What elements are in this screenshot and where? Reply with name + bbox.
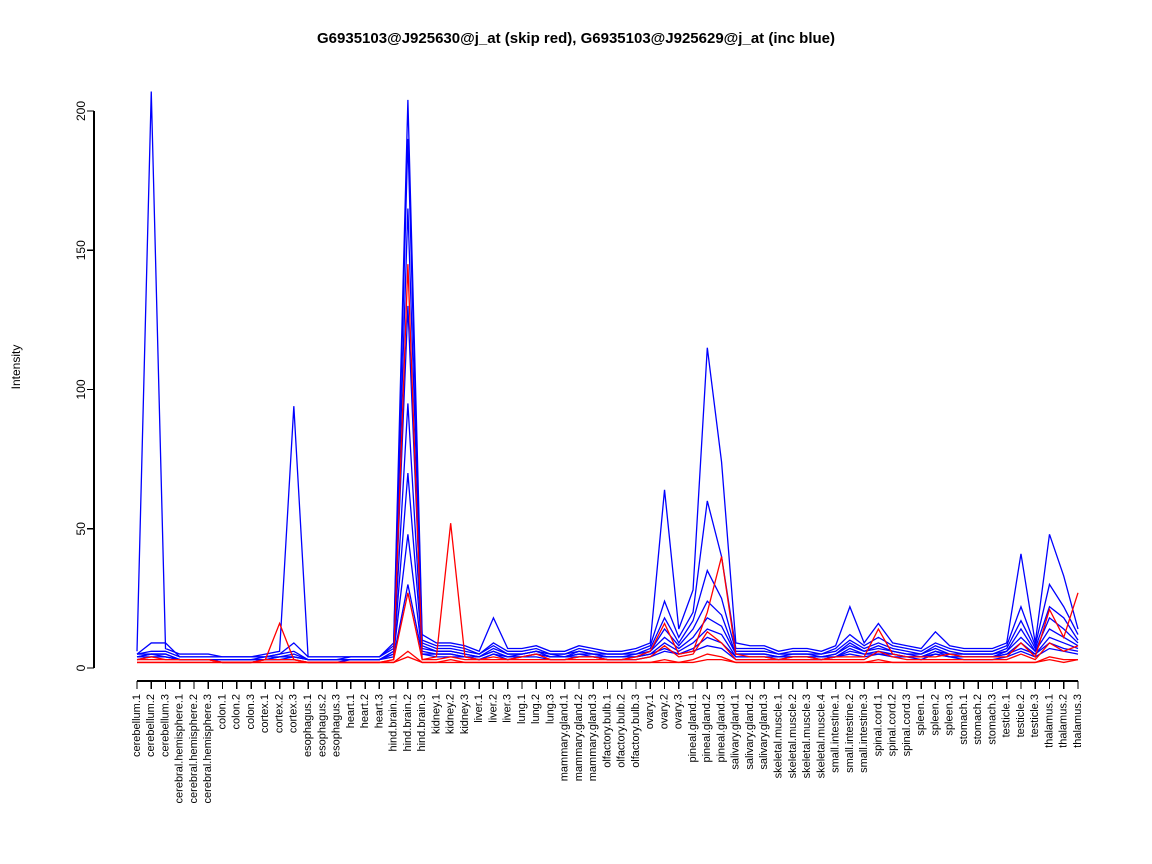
series-line-inc (136, 472, 1079, 661)
x-tick-label: hind.brain.2 (402, 694, 414, 752)
series-line-inc (137, 534, 1079, 661)
x-tick-label: kidney.1 (430, 694, 442, 734)
series-line-inc (137, 305, 1079, 661)
y-tick-label: 150 (74, 240, 88, 260)
series-line-skip (137, 592, 1079, 664)
x-tick-label: kidney.2 (445, 694, 457, 734)
x-tick-label: spleen.3 (944, 694, 956, 736)
x-tick-label: salivary.gland.2 (744, 694, 756, 770)
x-tick-label: pineal.gland.2 (701, 694, 713, 763)
x-tick-label: skeletal.muscle.3 (801, 694, 813, 778)
x-tick-label: spinal.cord.2 (887, 694, 899, 756)
x-axis (136, 680, 1079, 689)
x-tick-label: liver.2 (487, 694, 499, 723)
x-tick-label: ovary.2 (658, 694, 670, 729)
x-tick-label: kidney.3 (459, 694, 471, 734)
x-tick-label: testicle.2 (1015, 694, 1027, 737)
x-tick-label: salivary.gland.3 (758, 694, 770, 770)
x-tick-label: cerebellum.2 (145, 694, 157, 757)
x-tick-label: cortex.2 (273, 694, 285, 733)
x-tick-label: skeletal.muscle.4 (815, 694, 827, 778)
x-tick-label: stomach.1 (958, 694, 970, 745)
x-tick-label: heart.1 (345, 694, 357, 728)
x-tick-label: lung.2 (530, 694, 542, 724)
x-tick-label: thalamus.1 (1043, 694, 1055, 748)
page-title: G6935103@J925630@j_at (skip red), G69351… (317, 30, 835, 47)
x-tick-label: mammary.gland.2 (573, 694, 585, 781)
x-tick-label: cortex.1 (259, 694, 271, 733)
x-tick-label: spleen.1 (915, 694, 927, 736)
x-tick-label: cerebral.hemisphere.3 (202, 694, 214, 803)
x-tick-label: liver.1 (473, 694, 485, 723)
x-tick-label: hind.brain.3 (416, 694, 428, 752)
x-tick-label: spleen.2 (929, 694, 941, 736)
x-tick-label: olfactory.bulb.1 (601, 694, 613, 768)
x-tick-label: thalamus.3 (1072, 694, 1084, 748)
x-tick-label: esophagus.3 (331, 694, 343, 757)
x-tick-label: cerebral.hemisphere.2 (188, 694, 200, 803)
x-tick-label: heart.3 (373, 694, 385, 728)
x-tick-label: lung.1 (516, 694, 528, 724)
series-line-inc (136, 91, 1079, 658)
x-tick-label: mammary.gland.3 (587, 694, 599, 781)
x-tick-label: small.intestine.3 (858, 694, 870, 773)
x-tick-label: esophagus.1 (302, 694, 314, 757)
x-tick-label: testicle.3 (1029, 694, 1041, 737)
y-tick-label: 0 (74, 664, 88, 671)
x-tick-label: small.intestine.1 (830, 694, 842, 773)
x-tick-label: skeletal.muscle.1 (772, 694, 784, 778)
x-tick-label: colon.3 (245, 694, 257, 729)
x-tick-label: heart.2 (359, 694, 371, 728)
x-tick-label: cerebellum.1 (131, 694, 143, 757)
y-tick-label: 100 (74, 379, 88, 399)
x-tick-label: cerebral.hemisphere.1 (174, 694, 186, 803)
x-tick-label: ovary.1 (644, 694, 656, 729)
x-tick-label: skeletal.muscle.2 (787, 694, 799, 778)
x-tick-label: ovary.3 (673, 694, 685, 729)
x-tick-labels: cerebellum.1 cerebellum.2 cerebellum.3 cere… (131, 694, 1084, 803)
series-line-skip (137, 656, 1079, 664)
x-tick-label: testicle.1 (1001, 694, 1013, 737)
series-line-inc (136, 138, 1079, 658)
x-tick-label: liver.3 (502, 694, 514, 723)
x-tick-label: olfactory.bulb.2 (616, 694, 628, 768)
x-tick-label: esophagus.2 (316, 694, 328, 757)
x-tick-label: small.intestine.2 (844, 694, 856, 773)
x-tick-label: spinal.cord.1 (872, 694, 884, 756)
y-tick-label: 200 (74, 101, 88, 121)
series-line-skip (136, 264, 1079, 664)
x-tick-label: cerebellum.3 (159, 694, 171, 757)
x-tick-label: stomach.3 (986, 694, 998, 745)
x-tick-label: colon.2 (231, 694, 243, 729)
x-tick-label: salivary.gland.1 (730, 694, 742, 770)
x-tick-label: pineal.gland.1 (687, 694, 699, 763)
series-line-inc (136, 403, 1079, 661)
y-tick-label: 50 (74, 522, 88, 536)
y-axis: 0 50 100 150 200 (74, 101, 95, 671)
x-tick-label: lung.3 (544, 694, 556, 724)
x-tick-label: spinal.cord.3 (901, 694, 913, 756)
x-tick-label: cortex.3 (288, 694, 300, 733)
x-tick-label: hind.brain.1 (388, 694, 400, 752)
x-tick-label: olfactory.bulb.3 (630, 694, 642, 768)
x-tick-label: colon.1 (216, 694, 228, 729)
x-tick-label: thalamus.2 (1058, 694, 1070, 748)
data-series-group (136, 91, 1079, 664)
series-line-inc (136, 208, 1079, 661)
x-tick-label: stomach.2 (972, 694, 984, 745)
x-tick-label: pineal.gland.3 (715, 694, 727, 763)
x-tick-label: mammary.gland.1 (559, 694, 571, 781)
